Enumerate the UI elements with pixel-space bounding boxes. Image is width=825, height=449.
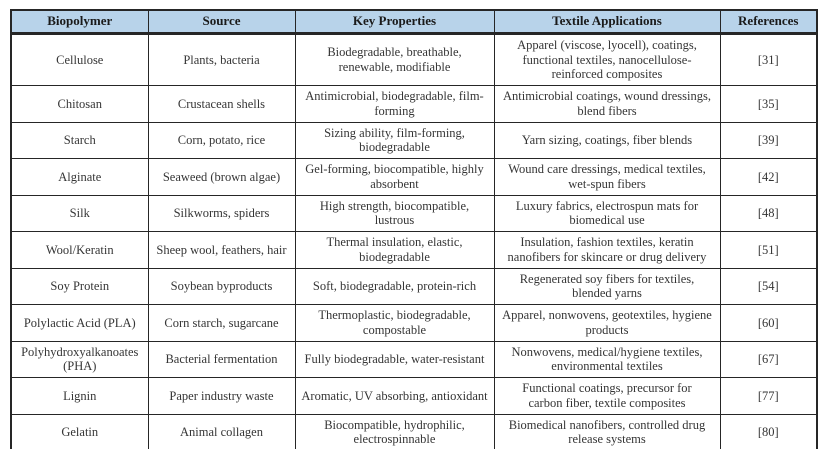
key-properties-cell: Fully biodegradable, water-resistant	[294, 340, 495, 379]
reference-cell: [54]	[719, 267, 818, 306]
source-cell: Crustacean shells	[147, 85, 296, 123]
key-properties-cell: Sizing ability, film-forming, biodegrada…	[294, 121, 495, 160]
biopolymer-cell: Cellulose	[10, 32, 149, 87]
reference-cell: [48]	[719, 194, 818, 233]
textile-applications-cell: Regenerated soy fibers for textiles, ble…	[493, 267, 721, 306]
textile-applications-cell: Biomedical nanofibers, controlled drug r…	[493, 413, 721, 449]
reference-cell: [42]	[719, 158, 818, 196]
key-properties-cell: Thermoplastic, biodegradable, compostabl…	[294, 304, 495, 342]
biopolymer-cell: Starch	[10, 121, 149, 160]
source-cell: Paper industry waste	[147, 377, 296, 415]
reference-cell: [67]	[719, 340, 818, 379]
table-row: Polyhydroxyalkanoates (PHA) Bacterial fer…	[10, 340, 818, 379]
reference-cell: [35]	[719, 85, 818, 123]
column-header-source: Source	[147, 8, 296, 35]
key-properties-cell: High strength, biocompatible, lustrous	[294, 194, 495, 233]
column-header-key-properties: Key Properties	[294, 8, 495, 35]
biopolymer-cell: Alginate	[10, 158, 149, 196]
textile-applications-cell: Apparel, nonwovens, geotextiles, hygiene…	[493, 304, 721, 342]
biopolymer-cell: Gelatin	[10, 413, 149, 449]
textile-applications-cell: Insulation, fashion textiles, keratin na…	[493, 231, 721, 269]
textile-applications-cell: Apparel (viscose, lyocell), coatings, fu…	[493, 32, 721, 87]
reference-cell: [31]	[719, 32, 818, 87]
source-cell: Corn, potato, rice	[147, 121, 296, 160]
key-properties-cell: Biocompatible, hydrophilic, electrospinn…	[294, 413, 495, 449]
table-row: Polylactic Acid (PLA) Corn starch, sugarc…	[10, 304, 818, 342]
biopolymer-cell: Wool/Keratin	[10, 231, 149, 269]
key-properties-cell: Thermal insulation, elastic, biodegradab…	[294, 231, 495, 269]
reference-cell: [39]	[719, 121, 818, 160]
reference-cell: [80]	[719, 413, 818, 449]
column-header-biopolymer: Biopolymer	[10, 8, 149, 35]
key-properties-cell: Gel-forming, biocompatible, highly absor…	[294, 158, 495, 196]
source-cell: Soybean byproducts	[147, 267, 296, 306]
source-cell: Plants, bacteria	[147, 32, 296, 87]
biopolymer-cell: Lignin	[10, 377, 149, 415]
biopolymer-cell: Soy Protein	[10, 267, 149, 306]
source-cell: Sheep wool, feathers, hair	[147, 231, 296, 269]
key-properties-cell: Biodegradable, breathable, renewable, mo…	[294, 32, 495, 87]
biopolymers-table: Biopolymer Source Key Properties Textile Ap…	[10, 8, 818, 449]
biopolymer-cell: Silk	[10, 194, 149, 233]
source-cell: Corn starch, sugarcane	[147, 304, 296, 342]
column-header-references: References	[719, 8, 818, 35]
table-row: Silk Silkworms, spiders High strength, bio…	[10, 194, 818, 233]
source-cell: Silkworms, spiders	[147, 194, 296, 233]
textile-applications-cell: Antimicrobial coatings, wound dressings,…	[493, 85, 721, 123]
table-row: Lignin Paper industry waste Aromatic, UV a…	[10, 377, 818, 415]
source-cell: Animal collagen	[147, 413, 296, 449]
textile-applications-cell: Luxury fabrics, electrospun mats for bio…	[493, 194, 721, 233]
header-row: Biopolymer Source Key Properties Textile Ap…	[10, 8, 818, 35]
reference-cell: [77]	[719, 377, 818, 415]
biopolymer-cell: Polyhydroxyalkanoates (PHA)	[10, 340, 149, 379]
textile-applications-cell: Yarn sizing, coatings, fiber blends	[493, 121, 721, 160]
key-properties-cell: Aromatic, UV absorbing, antioxidant	[294, 377, 495, 415]
table-row: Cellulose Plants, bacteria Biodegradable, …	[10, 32, 818, 87]
table-row: Chitosan Crustacean shells Antimicrobial, …	[10, 85, 818, 123]
table-row: Starch Corn, potato, rice Sizing ability, …	[10, 121, 818, 160]
biopolymer-cell: Chitosan	[10, 85, 149, 123]
source-cell: Seaweed (brown algae)	[147, 158, 296, 196]
textile-applications-cell: Functional coatings, precursor for carbo…	[493, 377, 721, 415]
table-row: Gelatin Animal collagen Biocompatible, hyd…	[10, 413, 818, 449]
table-row: Alginate Seaweed (brown algae) Gel-forming…	[10, 158, 818, 196]
textile-applications-cell: Nonwovens, medical/hygiene textiles, env…	[493, 340, 721, 379]
biopolymer-cell: Polylactic Acid (PLA)	[10, 304, 149, 342]
textile-applications-cell: Wound care dressings, medical textiles, …	[493, 158, 721, 196]
reference-cell: [60]	[719, 304, 818, 342]
reference-cell: [51]	[719, 231, 818, 269]
column-header-textile-applications: Textile Applications	[493, 8, 721, 35]
table-row: Soy Protein Soybean byproducts Soft, biode…	[10, 267, 818, 306]
table-row: Wool/Keratin Sheep wool, feathers, hair Th…	[10, 231, 818, 269]
key-properties-cell: Soft, biodegradable, protein-rich	[294, 267, 495, 306]
source-cell: Bacterial fermentation	[147, 340, 296, 379]
key-properties-cell: Antimicrobial, biodegradable, film- form…	[294, 85, 495, 123]
table-body: Cellulose Plants, bacteria Biodegradable, …	[10, 32, 818, 449]
